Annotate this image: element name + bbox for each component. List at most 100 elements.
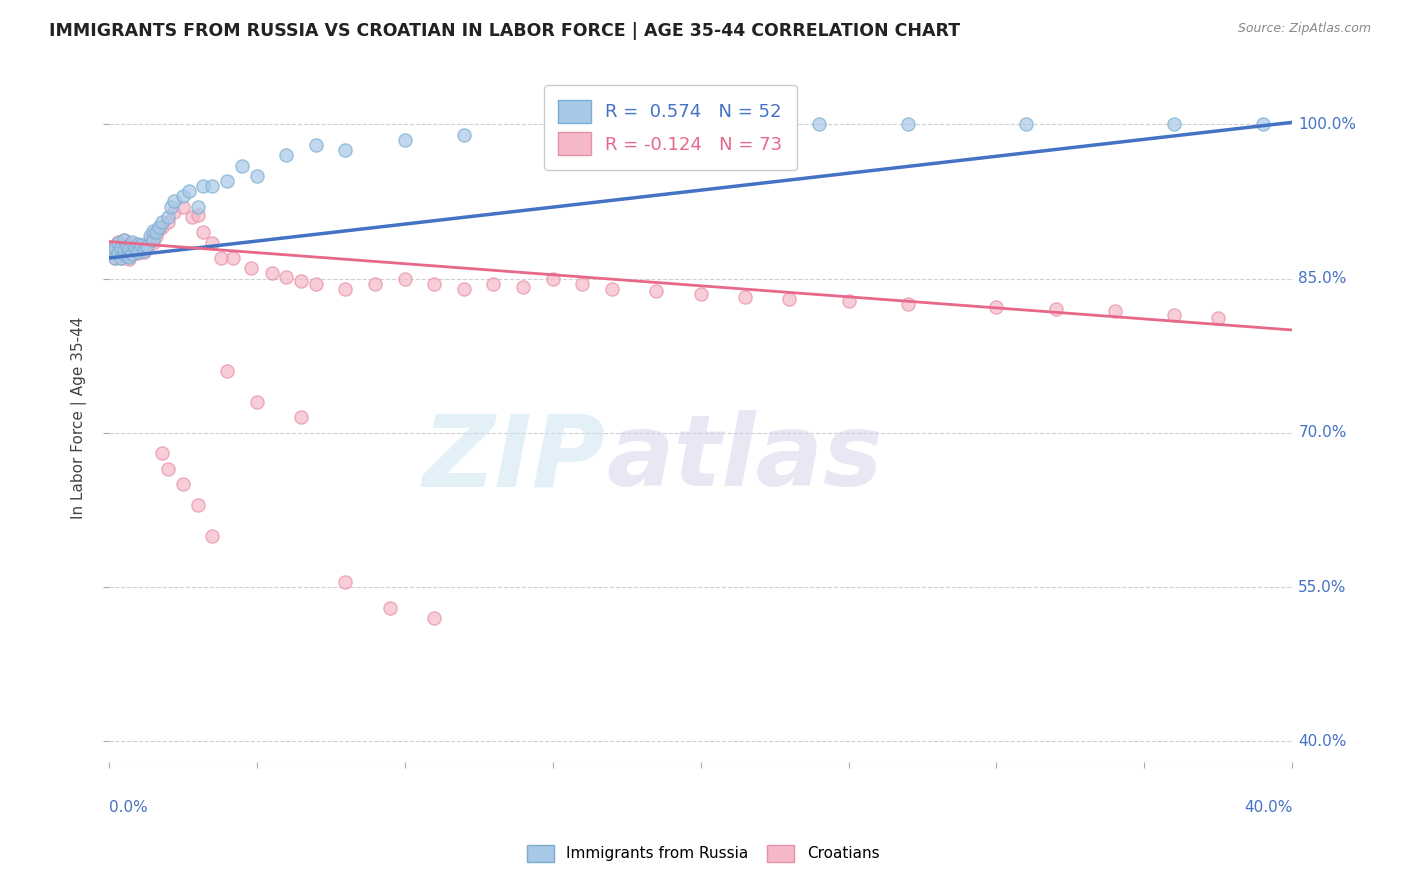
Point	[172, 200, 194, 214]
Point	[118, 250, 141, 264]
Point	[305, 277, 328, 291]
Point	[600, 282, 623, 296]
Point	[305, 137, 328, 152]
Point	[136, 238, 159, 252]
Point	[142, 233, 165, 247]
Point	[689, 287, 711, 301]
Point	[110, 241, 132, 255]
Text: 0.0%: 0.0%	[108, 799, 148, 814]
Point	[423, 611, 446, 625]
Point	[104, 251, 127, 265]
Point	[290, 410, 312, 425]
Point	[276, 148, 298, 162]
Point	[201, 528, 224, 542]
Point	[124, 241, 146, 255]
Point	[148, 220, 170, 235]
Point	[110, 251, 132, 265]
Point	[121, 247, 143, 261]
Point	[1015, 117, 1038, 131]
Point	[104, 241, 127, 255]
Point	[139, 233, 162, 247]
Point	[335, 282, 357, 296]
Point	[193, 225, 215, 239]
Point	[260, 267, 283, 281]
Point	[378, 600, 401, 615]
Point	[246, 169, 269, 183]
Point	[482, 277, 505, 291]
Point	[134, 244, 156, 259]
Point	[107, 235, 129, 250]
Point	[290, 274, 312, 288]
Point	[121, 236, 143, 251]
Point	[100, 243, 122, 257]
Point	[1163, 308, 1185, 322]
Point	[127, 236, 149, 251]
Text: 55.0%: 55.0%	[1298, 580, 1347, 594]
Point	[110, 241, 132, 255]
Point	[131, 238, 153, 252]
Point	[145, 229, 167, 244]
Point	[239, 261, 262, 276]
Point	[150, 220, 173, 235]
Point	[150, 446, 173, 460]
Point	[156, 215, 179, 229]
Point	[118, 242, 141, 256]
Point	[541, 126, 564, 140]
Point	[112, 246, 135, 260]
Point	[897, 117, 920, 131]
Point	[423, 277, 446, 291]
Point	[186, 498, 208, 512]
Point	[838, 294, 860, 309]
Point	[134, 244, 156, 258]
Point	[645, 284, 668, 298]
Point	[897, 297, 920, 311]
Point	[142, 224, 165, 238]
Point	[127, 246, 149, 260]
Text: 40.0%: 40.0%	[1244, 799, 1292, 814]
Point	[246, 395, 269, 409]
Point	[148, 222, 170, 236]
Point	[1045, 302, 1067, 317]
Point	[127, 244, 149, 259]
Point	[127, 237, 149, 252]
Point	[600, 122, 623, 136]
Point	[231, 159, 253, 173]
Text: 70.0%: 70.0%	[1298, 425, 1347, 441]
Point	[217, 174, 239, 188]
Point	[201, 179, 224, 194]
Point	[118, 242, 141, 256]
Point	[107, 247, 129, 261]
Text: 40.0%: 40.0%	[1298, 734, 1347, 748]
Point	[571, 277, 593, 291]
Text: 85.0%: 85.0%	[1298, 271, 1347, 286]
Point	[110, 251, 132, 265]
Point	[453, 128, 475, 142]
Point	[335, 574, 357, 589]
Point	[121, 235, 143, 249]
Text: IMMIGRANTS FROM RUSSIA VS CROATIAN IN LABOR FORCE | AGE 35-44 CORRELATION CHART: IMMIGRANTS FROM RUSSIA VS CROATIAN IN LA…	[49, 22, 960, 40]
Point	[186, 200, 208, 214]
Point	[112, 233, 135, 247]
Text: Source: ZipAtlas.com: Source: ZipAtlas.com	[1237, 22, 1371, 36]
Point	[172, 189, 194, 203]
Point	[718, 120, 741, 134]
Legend: Immigrants from Russia, Croatians: Immigrants from Russia, Croatians	[520, 838, 886, 868]
Point	[112, 243, 135, 257]
Point	[986, 301, 1008, 315]
Point	[115, 238, 138, 252]
Point	[734, 290, 756, 304]
Point	[1163, 117, 1185, 131]
Point	[131, 237, 153, 252]
Point	[112, 233, 135, 247]
Text: 100.0%: 100.0%	[1298, 117, 1357, 132]
Point	[121, 246, 143, 260]
Point	[335, 143, 357, 157]
Point	[163, 204, 186, 219]
Point	[807, 117, 830, 131]
Point	[1251, 117, 1274, 131]
Point	[186, 208, 208, 222]
Point	[222, 251, 245, 265]
Point	[1104, 304, 1126, 318]
Point	[142, 227, 165, 242]
Text: ZIP: ZIP	[423, 410, 606, 508]
